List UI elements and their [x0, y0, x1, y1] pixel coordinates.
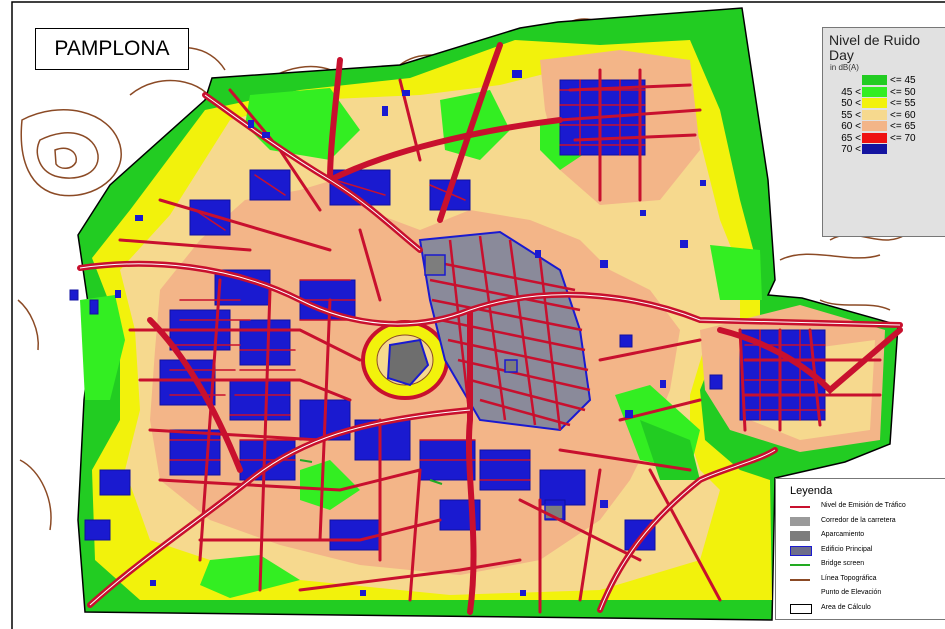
- noise-class-swatch: [862, 109, 887, 120]
- noise-class-upper: <= 65: [890, 121, 916, 132]
- noise-class-upper: <= 45: [890, 75, 916, 86]
- legend-item: Area de Cálculo: [776, 603, 945, 617]
- legend-item: Edificio Principal: [776, 545, 945, 559]
- red-line-symbol-icon: [790, 506, 810, 508]
- noise-class-lower: 45 <: [841, 86, 861, 98]
- legend-item-label: Nivel de Emisión de Tráfico: [821, 502, 906, 509]
- noise-class-row: 60 < <= 65: [823, 121, 945, 132]
- noise-class-lower: 65 <: [841, 132, 861, 144]
- scattered-buildings: [115, 70, 706, 596]
- noise-class-lower: 50 <: [841, 98, 861, 109]
- noise-class-row: 50 < <= 55: [823, 98, 945, 109]
- green-line-symbol-icon: [790, 564, 810, 566]
- noise-class-lower: 70 <: [841, 144, 861, 155]
- legend-item-label: Aparcamiento: [821, 531, 865, 538]
- legend-item: Línea Topográfica: [776, 575, 945, 588]
- old-town: [418, 230, 592, 432]
- bridge-screens: [299, 459, 443, 485]
- noise-class-swatch: [862, 121, 887, 131]
- noise-class-swatch: [862, 144, 887, 154]
- legend-item-label: Línea Topográfica: [821, 574, 877, 582]
- legend-item: Punto de Elevación: [776, 589, 945, 602]
- map-title: PAMPLONA: [35, 28, 189, 70]
- noise-class-upper: <= 70: [890, 132, 916, 144]
- legend-item: Corredor de la carretera: [776, 516, 945, 530]
- legend-item: Bridge screen: [776, 560, 945, 573]
- noise-class-swatch: [862, 132, 887, 143]
- noise-class-row: 70 <: [823, 144, 945, 155]
- noise-class-row: <= 45: [823, 75, 945, 86]
- noise-legend-unit: in dB(A): [830, 63, 859, 72]
- noise-legend-title: Nivel de Ruido: [829, 32, 921, 48]
- noise-class-row: 45 < <= 50: [823, 86, 945, 98]
- noise-class-swatch: [862, 98, 887, 108]
- noise-class-upper: <= 55: [890, 98, 916, 109]
- grey-box-dark-symbol-icon: [790, 531, 810, 541]
- noise-legend-subtitle: Day: [829, 47, 854, 63]
- noise-class-upper: <= 60: [890, 109, 916, 121]
- noise-class-upper: <= 50: [890, 86, 916, 98]
- legend-item-label: Bridge screen: [821, 560, 865, 567]
- blue-outlined-box-symbol-icon: [790, 545, 812, 556]
- noise-class-row: 55 < <= 60: [823, 109, 945, 121]
- noise-class-swatch: [862, 86, 887, 97]
- noise-class-lower: 55 <: [841, 109, 861, 121]
- legend-item-label: Punto de Elevación: [821, 589, 882, 596]
- citadel: [361, 320, 449, 400]
- legend-item-label: Corredor de la carretera: [821, 516, 896, 524]
- map-legend: Leyenda Nivel de Emisión de Tráfico Corre…: [775, 478, 945, 620]
- grey-box-symbol-icon: [790, 516, 810, 526]
- road-corridors: [79, 94, 901, 611]
- noise-class-row: 65 < <= 70: [823, 132, 945, 144]
- noise-level-legend: Nivel de Ruido Day in dB(A) <= 45 45 < <= …: [822, 27, 945, 237]
- map-legend-title: Leyenda: [790, 485, 833, 497]
- noise-class-lower: 60 <: [841, 121, 861, 132]
- legend-item-label: Edificio Principal: [821, 545, 873, 553]
- legend-item: Nivel de Emisión de Tráfico: [776, 502, 945, 515]
- outline-box-symbol-icon: [790, 603, 812, 614]
- legend-item-label: Area de Cálculo: [821, 603, 871, 611]
- brown-line-symbol-icon: [790, 578, 810, 581]
- legend-item: Aparcamiento: [776, 531, 945, 544]
- noise-class-swatch: [862, 75, 887, 85]
